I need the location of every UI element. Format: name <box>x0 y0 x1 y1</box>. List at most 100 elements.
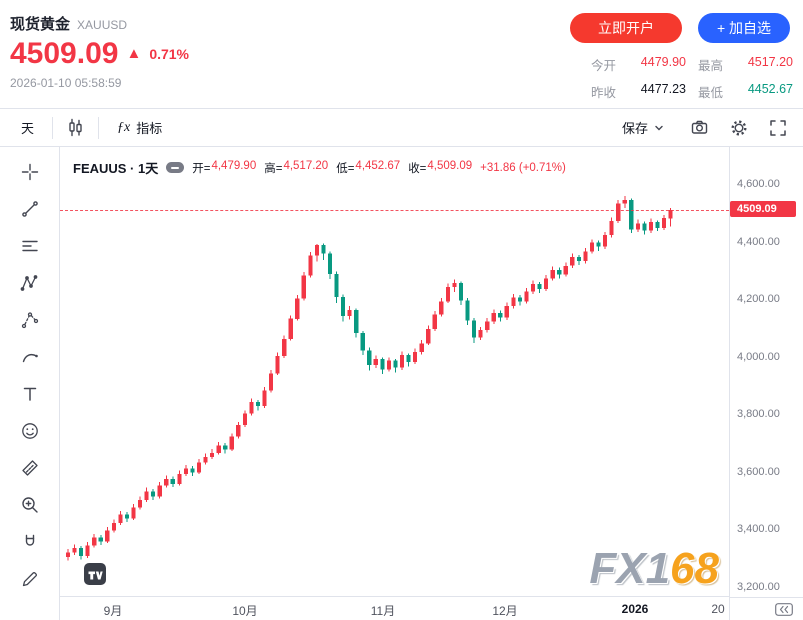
time-axis-label: 20 <box>711 602 725 616</box>
price-axis-label: 3,200.00 <box>737 581 780 593</box>
quote-header: 现货黄金 XAUUSD 4509.09 ▲ 0.71% 2026-01-10 0… <box>0 0 803 108</box>
projection-icon <box>21 311 38 328</box>
brush-icon <box>22 353 38 362</box>
price-axis-label: 4,000.00 <box>737 350 780 363</box>
price-axis-label: 4,600.00 <box>737 178 780 190</box>
indicators-label: 指标 <box>136 121 163 136</box>
fullscreen-icon <box>770 119 786 136</box>
price-axis-label: 4,400.00 <box>737 235 780 248</box>
watermark-gold-part: 68 <box>670 544 719 593</box>
current-price-line <box>60 210 729 212</box>
current-price-label: 4509.09 <box>730 201 796 218</box>
high-value: 4517.20 <box>747 55 793 69</box>
fullscreen-button[interactable] <box>767 117 789 139</box>
legend-close-label: 收= <box>408 162 427 175</box>
add-watchlist-button[interactable]: + 加自选 <box>698 13 790 43</box>
axis-corner <box>730 597 803 620</box>
chevron-down-icon <box>655 125 663 130</box>
fx168-watermark: FX168 <box>589 547 719 591</box>
magnet-tool-button[interactable] <box>12 530 48 553</box>
legend-visibility-toggle[interactable] <box>166 162 185 173</box>
text-tool-button[interactable] <box>12 382 48 405</box>
scale-settings-icon <box>775 603 793 616</box>
price-axis-label: 3,400.00 <box>737 523 780 536</box>
toolbar-divider <box>98 116 100 139</box>
save-button[interactable]: 保存 <box>615 114 671 141</box>
time-axis-label: 11月 <box>370 604 396 618</box>
toolbar-divider <box>52 116 54 139</box>
last-price: 4509.09 <box>10 37 119 70</box>
crosshair-tool-button[interactable] <box>12 160 48 183</box>
pencil-icon <box>22 571 37 586</box>
legend-open-value: 4,479.90 <box>211 159 257 172</box>
trend-line-icon <box>21 200 38 217</box>
pattern-tool-button[interactable] <box>12 271 48 294</box>
price-axis[interactable]: 4,600.00 4,400.00 4,200.00 4,000.00 3,800.00… <box>729 147 803 620</box>
text-icon <box>23 387 36 401</box>
measure-tool-button[interactable] <box>12 456 48 479</box>
chart-style-button[interactable] <box>64 116 87 139</box>
instrument-symbol: XAUUSD <box>77 18 128 32</box>
time-axis-label: 12月 <box>492 604 518 618</box>
prev-close-value: 4477.23 <box>640 82 686 96</box>
chart-legend: FEAUUS · 1天 开= 4,479.90 高= 4,517.20 低= 4,45… <box>73 158 566 177</box>
toolbar-right-group: 保存 <box>615 114 789 141</box>
scale-settings-button[interactable] <box>773 601 795 618</box>
high-label: 最高 <box>697 59 723 73</box>
watermark-gray-part: FX1 <box>589 544 671 593</box>
draw-mode-button[interactable] <box>12 567 48 590</box>
emoji-icon <box>21 422 38 439</box>
legend-low-label: 低= <box>336 162 355 175</box>
legend-high-label: 高= <box>264 162 283 175</box>
emoji-tool-button[interactable] <box>12 419 48 442</box>
candlestick-chart <box>65 196 673 561</box>
time-axis-label: 2026 <box>621 602 649 616</box>
magnet-icon <box>25 534 34 546</box>
instrument-name: 现货黄金 <box>10 16 71 33</box>
indicators-button[interactable]: ƒx 指标 <box>110 114 169 141</box>
low-label: 最低 <box>697 86 723 100</box>
quote-stats: 今开 4479.90 最高 4517.20 昨收 4477.23 最低 4452… <box>591 55 793 101</box>
legend-high-value: 4,517.20 <box>283 159 329 172</box>
prev-close-label: 昨收 <box>590 86 616 100</box>
chart-main: FEAUUS · 1天 开= 4,479.90 高= 4,517.20 低= 4,45… <box>0 147 803 620</box>
today-open-label: 今开 <box>590 59 616 73</box>
zoom-tool-button[interactable] <box>12 493 48 516</box>
save-label: 保存 <box>621 121 648 136</box>
time-axis-label: 10月 <box>232 604 258 618</box>
price-axis-label: 4,200.00 <box>737 293 780 306</box>
drawing-toolbar <box>0 147 60 620</box>
snapshot-button[interactable] <box>688 116 711 139</box>
brush-tool-button[interactable] <box>12 345 48 368</box>
chart-plot-area[interactable]: FEAUUS · 1天 开= 4,479.90 高= 4,517.20 低= 4,45… <box>60 147 729 620</box>
zoom-in-icon <box>21 496 38 513</box>
price-row: 4509.09 ▲ 0.71% <box>0 34 803 70</box>
title-row: 现货黄金 XAUUSD <box>0 0 803 34</box>
candlestick-style-icon <box>69 118 82 137</box>
legend-series-title[interactable]: FEAUUS · 1天 <box>73 161 159 176</box>
time-axis-label: 9月 <box>103 604 123 618</box>
low-value: 4452.67 <box>747 82 793 96</box>
fx-icon: ƒx <box>117 119 131 135</box>
change-percent: 0.71% <box>149 45 190 62</box>
legend-change: +31.86 (+0.71%) <box>480 161 566 174</box>
interval-button[interactable]: 天 <box>14 114 41 141</box>
time-axis[interactable]: 9月 10月 11月 12月 2026 20 <box>60 596 729 620</box>
xabcd-pattern-icon <box>20 274 37 291</box>
fib-lines-tool-button[interactable] <box>12 234 48 257</box>
quote-timestamp: 2026-01-10 05:58:59 <box>10 75 122 90</box>
up-arrow-icon: ▲ <box>126 45 142 63</box>
tradingview-logo-icon <box>84 563 106 585</box>
tradingview-logo[interactable] <box>84 563 106 585</box>
fib-lines-icon <box>21 240 38 251</box>
legend-low-value: 4,452.67 <box>355 159 401 172</box>
trend-line-tool-button[interactable] <box>12 197 48 220</box>
projection-tool-button[interactable] <box>12 308 48 331</box>
camera-icon <box>691 120 708 134</box>
settings-button[interactable] <box>728 117 750 139</box>
open-account-button[interactable]: 立即开户 <box>570 13 682 43</box>
chart-toolbar: 天 ƒx 指标 保存 <box>0 108 803 147</box>
legend-open-label: 开= <box>192 162 211 175</box>
today-open-value: 4479.90 <box>640 55 686 69</box>
